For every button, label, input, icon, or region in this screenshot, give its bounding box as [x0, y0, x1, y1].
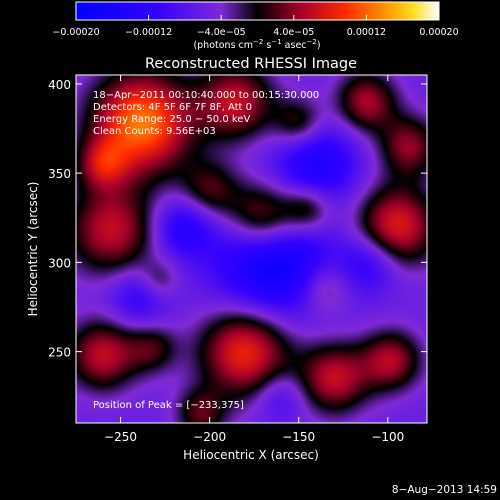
plot-frame — [75, 74, 428, 424]
energy-range-text: Energy Range: 25.0 − 50.0 keV — [93, 114, 250, 125]
x-tick-label: −200 — [193, 430, 226, 444]
detectors-text: Detectors: 4F 5F 6F 7F 8F, Att 0 — [93, 102, 252, 113]
heatmap-image — [76, 75, 427, 423]
colorbar-tick-label: 0.00020 — [419, 27, 458, 38]
colorbar-tick-label: 0.00012 — [347, 27, 386, 38]
x-axis-label: Heliocentric X (arcsec) — [183, 448, 319, 462]
clean-counts-text: Clean Counts: 9.56E+03 — [93, 126, 216, 137]
x-tick-label: −100 — [371, 430, 404, 444]
colorbar-tick-label: −4.0e−05 — [197, 27, 246, 38]
colorbar-tick-label: 4.0e−05 — [273, 27, 314, 38]
plot-area: −250 −200 −150 −100 250 300 350 400 — [48, 74, 428, 444]
image-annotations: 18−Apr−2011 00:10:40.000 to 00:15:30.000… — [93, 90, 319, 411]
colorbar-units: (photons cm−2 s−1 asec−2) — [193, 38, 320, 51]
x-tick-label: −250 — [104, 430, 137, 444]
y-tick-label: 350 — [48, 167, 71, 181]
colorbar: −0.00020 −0.00012 −4.0e−05 4.0e−05 0.00012 0.… — [52, 1, 459, 51]
time-range-text: 18−Apr−2011 00:10:40.000 to 00:15:30.000 — [93, 90, 319, 101]
colorbar-tick-label: −0.00020 — [52, 27, 99, 38]
colorbar-gradient — [75, 1, 440, 21]
footer-date: 8−Aug−2013 14:59 — [392, 484, 497, 496]
colorbar-ticks: −0.00020 −0.00012 −4.0e−05 4.0e−05 0.00012 0.… — [52, 15, 459, 38]
colorbar-tick-label: −0.00012 — [125, 27, 172, 38]
y-tick-label: 400 — [48, 78, 71, 92]
peak-position-text: Position of Peak = [−233,375] — [93, 400, 244, 411]
y-axis-label: Heliocentric Y (arcsec) — [26, 182, 40, 317]
x-tick-label: −150 — [282, 430, 315, 444]
axis-ticks: −250 −200 −150 −100 250 300 350 400 — [48, 75, 427, 444]
y-tick-label: 300 — [48, 256, 71, 270]
y-tick-label: 250 — [48, 346, 71, 360]
chart-title: Reconstructed RHESSI Image — [145, 56, 357, 72]
